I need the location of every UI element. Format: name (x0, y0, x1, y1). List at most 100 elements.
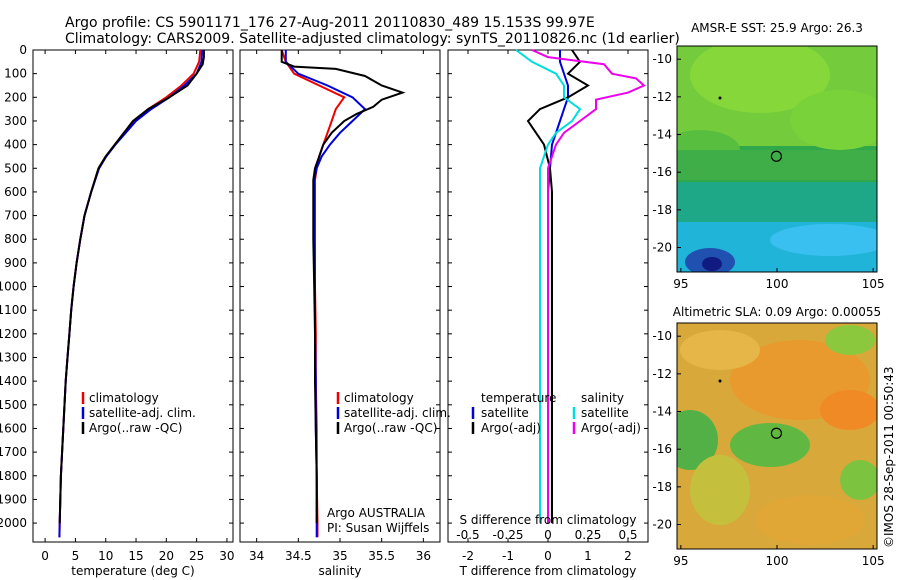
sst-teal-band (677, 182, 877, 222)
x-tick-label: 15 (128, 549, 143, 563)
x-tick-label: 0 (544, 549, 552, 563)
depth-tick-label: 1000 (0, 280, 27, 294)
depth-tick-label: 2000 (0, 516, 27, 530)
series-line (58, 50, 205, 524)
s-difference-xlabel: S difference from climatology (460, 513, 637, 527)
depth-tick-label: 200 (4, 90, 27, 104)
depth-tick-label: 1300 (0, 351, 27, 365)
argo-position-marker (770, 150, 783, 162)
x-tick-label: 25 (189, 549, 204, 563)
t-difference-xlabel: T difference from climatology (459, 564, 637, 578)
sst-warm-patch (790, 90, 877, 150)
depth-tick-label: 1600 (0, 421, 27, 435)
series-line (280, 49, 346, 538)
x-tick-label: 20 (159, 549, 174, 563)
legend-temperature-satellite-label: satellite (481, 406, 529, 420)
depth-tick-label: 1800 (0, 469, 27, 483)
sst-axes: 95 100 105 -10 -12 -14 -16 -18 -20 (652, 52, 884, 291)
depth-tick-label: 600 (4, 185, 27, 199)
temperature-axes-frame (32, 49, 234, 543)
x-tick-label: 34.5 (285, 549, 312, 563)
header-line1: Argo profile: CS 5901171_176 27-Aug-2011… (65, 15, 595, 31)
sst-cold-core (702, 257, 722, 271)
header-line2: Climatology: CARS2009. Satellite-adjuste… (65, 31, 680, 47)
depth-tick-label: 100 (4, 67, 27, 81)
float-track-dot (718, 96, 722, 100)
copyright-stamp: ©IMOS 28-Sep-2011 00:50:43 (882, 366, 896, 548)
depth-axis: 0 100 200 300 400 500 600 700 800 900 1000 1100 1200… (0, 43, 648, 530)
temperature-profiles (58, 49, 205, 538)
map-y-tick-label: -14 (652, 405, 672, 419)
depth-tick-label: 500 (4, 161, 27, 175)
t-difference-x-ticks: -2 -1 0 1 2 (462, 50, 632, 563)
map-y-tick-label: -12 (652, 90, 672, 104)
sla-map-title: Altimetric SLA: 0.09 Argo: 0.00055 (673, 305, 881, 319)
depth-tick-label: 0 (19, 43, 27, 57)
legend-satellite-label: satellite-adj. clim. (89, 406, 196, 420)
series-line (526, 49, 590, 524)
map-y-tick-label: -20 (652, 518, 672, 532)
map-y-tick-label: -10 (652, 52, 672, 66)
difference-panel: -2 -1 0 1 2 -0.5 -0.25 0 0.25 0.5 S difference f… (447, 49, 649, 578)
map-y-tick-label: -14 (652, 128, 672, 142)
map-y-tick-label: -18 (652, 480, 672, 494)
x-tick-label: -1 (502, 549, 514, 563)
temperature-legend: climatology satellite-adj. clim. Argo(..… (81, 391, 196, 435)
depth-tick-label: 1100 (0, 303, 27, 317)
map-y-tick-label: -20 (652, 241, 672, 255)
x-tick-label: 36 (416, 549, 431, 563)
argo-owner-annotation: Argo AUSTRALIA (327, 506, 426, 520)
salinity-profiles (280, 49, 406, 538)
map-x-tick-label: 105 (862, 277, 885, 291)
sla-axes: 95 100 105 -10 -12 -14 -16 -18 -20 (652, 329, 884, 568)
sst-map-panel: AMSR-E SST: 25.9 Argo: 26.3 95 100 105 -10 -… (652, 21, 884, 291)
legend-climatology-label: climatology (344, 391, 414, 405)
legend-temperature-argo-label: Argo(-adj) (481, 421, 541, 435)
depth-tick-label: 1900 (0, 492, 27, 506)
sst-warm-patch (690, 46, 830, 113)
temperature-x-ticks: 0 5 10 15 20 25 30 (41, 50, 235, 563)
s-tick-label: 0 (544, 528, 552, 542)
depth-tick-label: 1700 (0, 445, 27, 459)
x-tick-label: 34 (249, 549, 264, 563)
argo-pi-annotation: PI: Susan Wijffels (327, 521, 429, 535)
s-tick-label: 0.25 (575, 528, 602, 542)
map-x-tick-label: 95 (673, 277, 688, 291)
argo-position-marker (770, 427, 783, 439)
map-y-tick-label: -16 (652, 442, 672, 456)
map-x-tick-label: 100 (766, 277, 789, 291)
map-x-tick-label: 95 (673, 554, 688, 568)
legend-salinity-heading: salinity (581, 391, 624, 405)
x-tick-label: 35 (332, 549, 347, 563)
legend-climatology-label: climatology (89, 391, 159, 405)
sst-cool-patch (770, 224, 877, 256)
sla-low-patch (677, 410, 718, 470)
salinity-xlabel: salinity (318, 564, 361, 578)
depth-tick-label: 1400 (0, 374, 27, 388)
salinity-panel: 34 34.5 35 35.5 36 salinity climatology sate… (239, 49, 451, 578)
s-tick-label: 0.5 (618, 528, 637, 542)
sla-low-patch (840, 460, 877, 500)
legend-argo-label: Argo(..raw -QC) (89, 421, 182, 435)
sst-map-title: AMSR-E SST: 25.9 Argo: 26.3 (691, 21, 863, 35)
depth-tick-label: 300 (4, 114, 27, 128)
temperature-xlabel: temperature (deg C) (71, 564, 194, 578)
legend-satellite-label: satellite-adj. clim. (344, 406, 451, 420)
sla-map-panel: Altimetric SLA: 0.09 Argo: 0.00055 95 100… (652, 305, 884, 568)
x-tick-label: 1 (584, 549, 592, 563)
temperature-panel: 0100200300400500600700800900100011001200… (0, 43, 648, 578)
difference-profiles (515, 49, 646, 524)
s-tick-label: -0.5 (456, 528, 479, 542)
legend-temperature-heading: temperature (481, 391, 556, 405)
x-tick-label: -2 (462, 549, 474, 563)
series-line (515, 49, 582, 524)
x-tick-label: 30 (219, 549, 234, 563)
map-x-tick-label: 100 (766, 554, 789, 568)
float-track-dot (718, 379, 722, 383)
depth-tick-label: 900 (4, 256, 27, 270)
s-tick-label: -0.25 (492, 528, 523, 542)
legend-argo-label: Argo(..raw -QC) (344, 421, 437, 435)
map-y-tick-label: -10 (652, 329, 672, 343)
map-y-tick-label: -16 (652, 165, 672, 179)
